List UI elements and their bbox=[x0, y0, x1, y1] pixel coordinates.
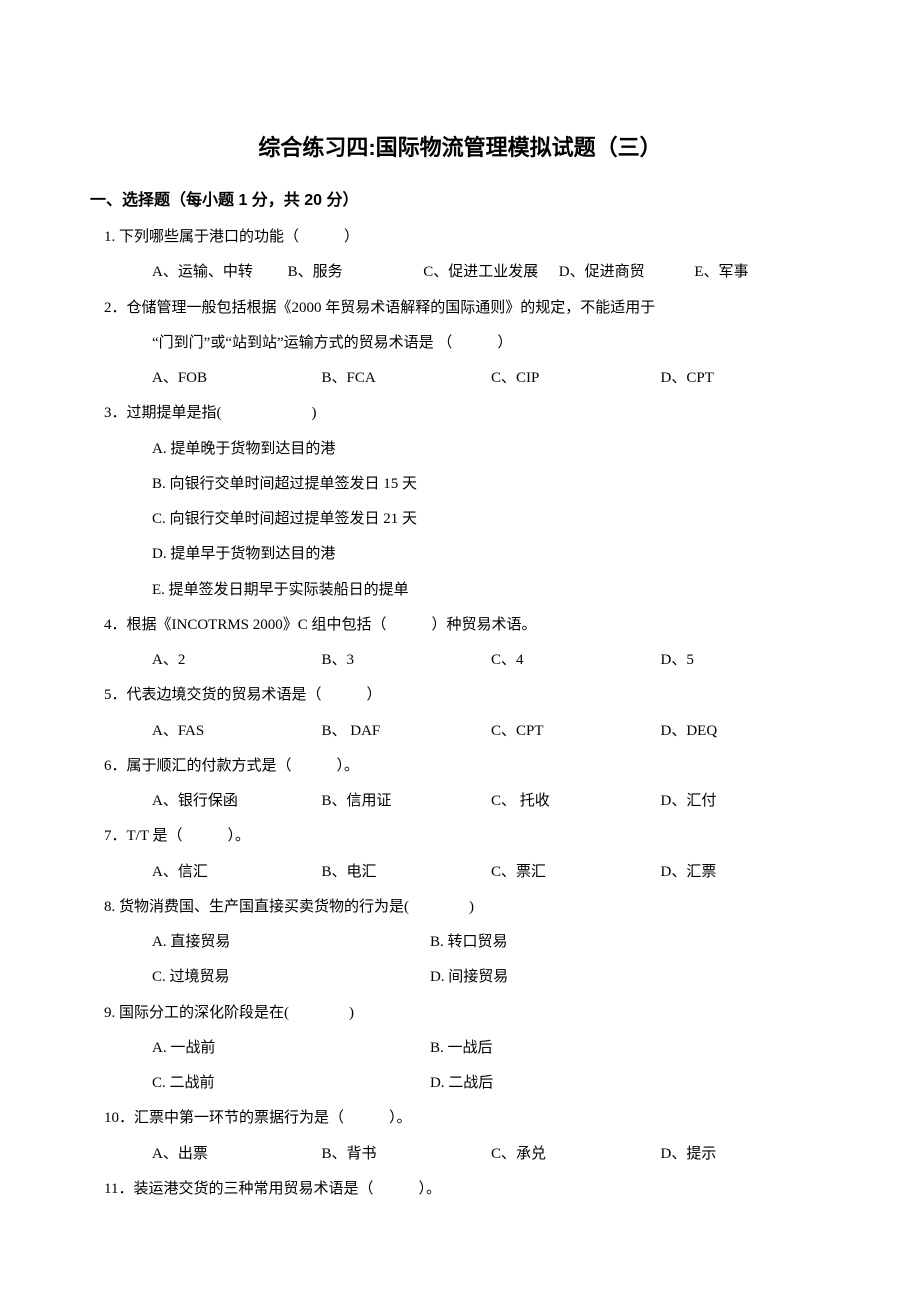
option: A、FOB bbox=[152, 361, 322, 396]
option: A. 直接贸易 bbox=[152, 925, 430, 960]
question-stem: 9. 国际分工的深化阶段是在( ) bbox=[104, 996, 830, 1031]
option: E. 提单签发日期早于实际装船日的提单 bbox=[152, 573, 830, 608]
question: 8. 货物消费国、生产国直接买卖货物的行为是( )A. 直接贸易B. 转口贸易C… bbox=[104, 890, 830, 996]
question-options: A、银行保函B、信用证C、 托收D、汇付 bbox=[104, 784, 830, 819]
option: B、 DAF bbox=[322, 714, 492, 749]
option: A、信汇 bbox=[152, 855, 322, 890]
question: 2．仓储管理一般包括根据《2000 年贸易术语解释的国际通则》的规定，不能适用于… bbox=[104, 291, 830, 397]
question-stem: 7．T/T 是（ ）。 bbox=[104, 819, 830, 854]
question: 11．装运港交货的三种常用贸易术语是（ ）。 bbox=[104, 1172, 830, 1207]
option: A、银行保函 bbox=[152, 784, 322, 819]
option: B. 转口贸易 bbox=[430, 925, 708, 960]
option: C. 二战前 bbox=[152, 1066, 430, 1101]
option: B、3 bbox=[322, 643, 492, 678]
question: 7．T/T 是（ ）。A、信汇B、电汇C、票汇D、汇票 bbox=[104, 819, 830, 890]
page-title: 综合练习四:国际物流管理模拟试题（三） bbox=[90, 130, 830, 162]
option: C、承兑 bbox=[491, 1137, 661, 1172]
option: D、CPT bbox=[661, 361, 831, 396]
question-options: A. 直接贸易B. 转口贸易C. 过境贸易D. 间接贸易 bbox=[104, 925, 830, 996]
question-stem: 11．装运港交货的三种常用贸易术语是（ ）。 bbox=[104, 1172, 830, 1207]
question: 6．属于顺汇的付款方式是（ ）。A、银行保函B、信用证C、 托收D、汇付 bbox=[104, 749, 830, 820]
option: C、CPT bbox=[491, 714, 661, 749]
option: C、 托收 bbox=[491, 784, 661, 819]
option: D、DEQ bbox=[661, 714, 831, 749]
question-options: A、2B、3C、4D、5 bbox=[104, 643, 830, 678]
option: D. 二战后 bbox=[430, 1066, 708, 1101]
question-options: A. 一战前B. 一战后C. 二战前D. 二战后 bbox=[104, 1031, 830, 1102]
question: 3．过期提单是指( )A. 提单晚于货物到达目的港B. 向银行交单时间超过提单签… bbox=[104, 396, 830, 608]
option: C、促进工业发展 bbox=[423, 255, 559, 290]
option: B、FCA bbox=[322, 361, 492, 396]
question-stem: 4．根据《INCOTRMS 2000》C 组中包括（ ）种贸易术语。 bbox=[104, 608, 830, 643]
question-options: A、信汇B、电汇C、票汇D、汇票 bbox=[104, 855, 830, 890]
option: A、出票 bbox=[152, 1137, 322, 1172]
option: C、4 bbox=[491, 643, 661, 678]
question: 1. 下列哪些属于港口的功能（ ）A、运输、中转B、服务C、促进工业发展D、促进… bbox=[104, 220, 830, 291]
question-options: A. 提单晚于货物到达目的港B. 向银行交单时间超过提单签发日 15 天C. 向… bbox=[104, 432, 830, 608]
question-stem: 6．属于顺汇的付款方式是（ ）。 bbox=[104, 749, 830, 784]
question-stem: 8. 货物消费国、生产国直接买卖货物的行为是( ) bbox=[104, 890, 830, 925]
option: E、军事 bbox=[694, 255, 830, 290]
option: D、促进商贸 bbox=[559, 255, 695, 290]
section-heading: 一、选择题（每小题 1 分，共 20 分） bbox=[90, 186, 830, 210]
option: B、信用证 bbox=[322, 784, 492, 819]
option: A. 一战前 bbox=[152, 1031, 430, 1066]
option: C、CIP bbox=[491, 361, 661, 396]
question: 9. 国际分工的深化阶段是在( )A. 一战前B. 一战后C. 二战前D. 二战… bbox=[104, 996, 830, 1102]
option: D、提示 bbox=[661, 1137, 831, 1172]
question-stem: 1. 下列哪些属于港口的功能（ ） bbox=[104, 220, 830, 255]
question: 10．汇票中第一环节的票据行为是（ ）。A、出票B、背书C、承兑D、提示 bbox=[104, 1101, 830, 1172]
option: B. 一战后 bbox=[430, 1031, 708, 1066]
question-options: A、FASB、 DAFC、CPTD、DEQ bbox=[104, 714, 830, 749]
exam-page: 综合练习四:国际物流管理模拟试题（三） 一、选择题（每小题 1 分，共 20 分… bbox=[0, 0, 920, 1302]
option: D、5 bbox=[661, 643, 831, 678]
option: C. 向银行交单时间超过提单签发日 21 天 bbox=[152, 502, 830, 537]
question: 4．根据《INCOTRMS 2000》C 组中包括（ ）种贸易术语。A、2B、3… bbox=[104, 608, 830, 679]
question: 5．代表边境交货的贸易术语是（ ）A、FASB、 DAFC、CPTD、DEQ bbox=[104, 678, 830, 749]
option: A、FAS bbox=[152, 714, 322, 749]
option: C、票汇 bbox=[491, 855, 661, 890]
option: B. 向银行交单时间超过提单签发日 15 天 bbox=[152, 467, 830, 502]
question-options: A、FOBB、FCAC、CIPD、CPT bbox=[104, 361, 830, 396]
option: A、运输、中转 bbox=[152, 255, 288, 290]
option: D. 提单早于货物到达目的港 bbox=[152, 537, 830, 572]
question-stem-cont: “门到门”或“站到站”运输方式的贸易术语是 （ ） bbox=[104, 326, 830, 361]
option: D、汇票 bbox=[661, 855, 831, 890]
option: C. 过境贸易 bbox=[152, 960, 430, 995]
question-stem: 2．仓储管理一般包括根据《2000 年贸易术语解释的国际通则》的规定，不能适用于 bbox=[104, 291, 830, 326]
question-stem: 5．代表边境交货的贸易术语是（ ） bbox=[104, 678, 830, 713]
question-stem: 10．汇票中第一环节的票据行为是（ ）。 bbox=[104, 1101, 830, 1136]
question-options: A、出票B、背书C、承兑D、提示 bbox=[104, 1137, 830, 1172]
question-stem: 3．过期提单是指( ) bbox=[104, 396, 830, 431]
option: B、背书 bbox=[322, 1137, 492, 1172]
option: A、2 bbox=[152, 643, 322, 678]
option: D、汇付 bbox=[661, 784, 831, 819]
option: A. 提单晚于货物到达目的港 bbox=[152, 432, 830, 467]
question-options: A、运输、中转B、服务C、促进工业发展D、促进商贸E、军事 bbox=[104, 255, 830, 290]
option: D. 间接贸易 bbox=[430, 960, 708, 995]
option: B、电汇 bbox=[322, 855, 492, 890]
questions-container: 1. 下列哪些属于港口的功能（ ）A、运输、中转B、服务C、促进工业发展D、促进… bbox=[90, 220, 830, 1207]
option: B、服务 bbox=[288, 255, 424, 290]
